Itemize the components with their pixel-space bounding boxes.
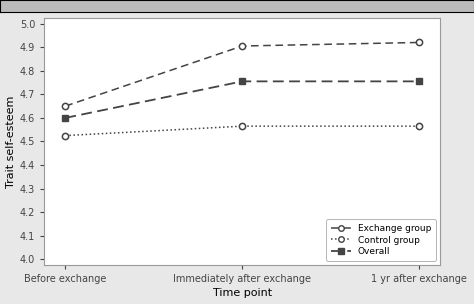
Y-axis label: Trait self-esteem: Trait self-esteem (6, 95, 16, 188)
X-axis label: Time point: Time point (213, 288, 272, 299)
Legend: Exchange group, Control group, Overall: Exchange group, Control group, Overall (326, 219, 436, 261)
